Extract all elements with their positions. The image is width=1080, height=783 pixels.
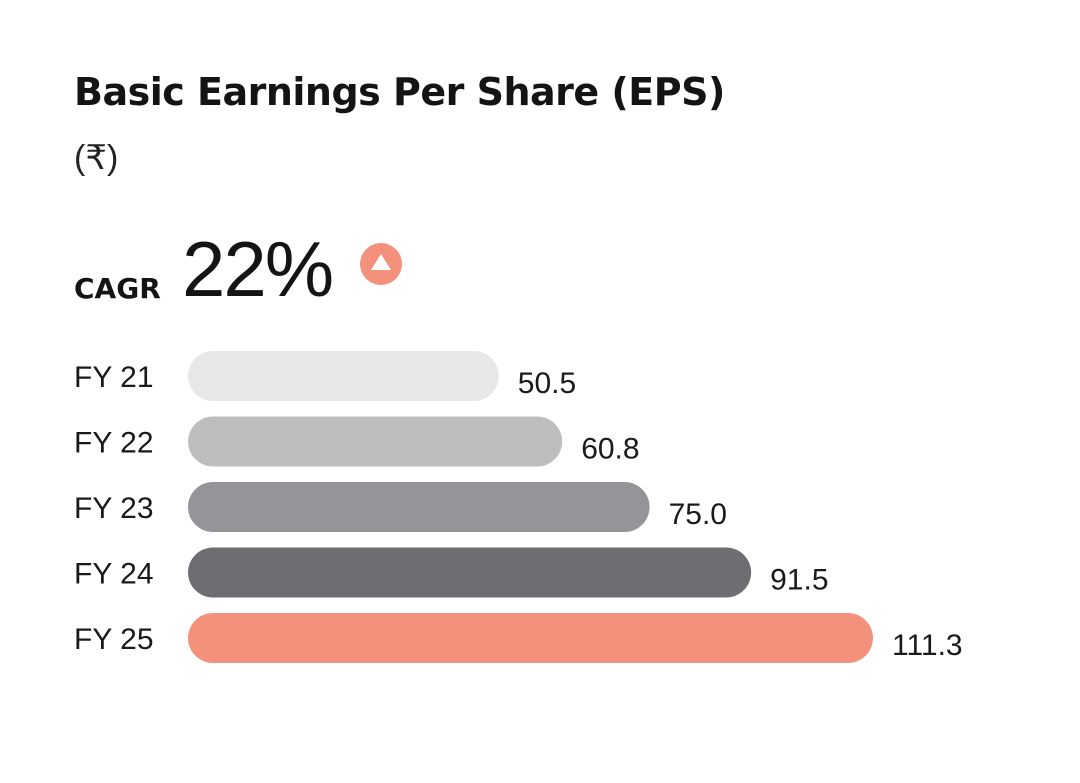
bar (188, 417, 562, 467)
value-label: 60.8 (581, 433, 639, 466)
bar (188, 613, 873, 663)
bar (188, 351, 499, 401)
bar (188, 548, 751, 598)
value-label: 75.0 (669, 498, 727, 531)
category-label: FY 21 (74, 361, 154, 394)
bar (188, 482, 650, 532)
value-label: 111.3 (892, 629, 963, 662)
category-label: FY 25 (74, 623, 154, 656)
value-label: 50.5 (518, 367, 576, 400)
category-label: FY 23 (74, 492, 154, 525)
category-label: FY 22 (74, 427, 154, 460)
value-label: 91.5 (770, 564, 828, 597)
category-label: FY 24 (74, 558, 154, 591)
